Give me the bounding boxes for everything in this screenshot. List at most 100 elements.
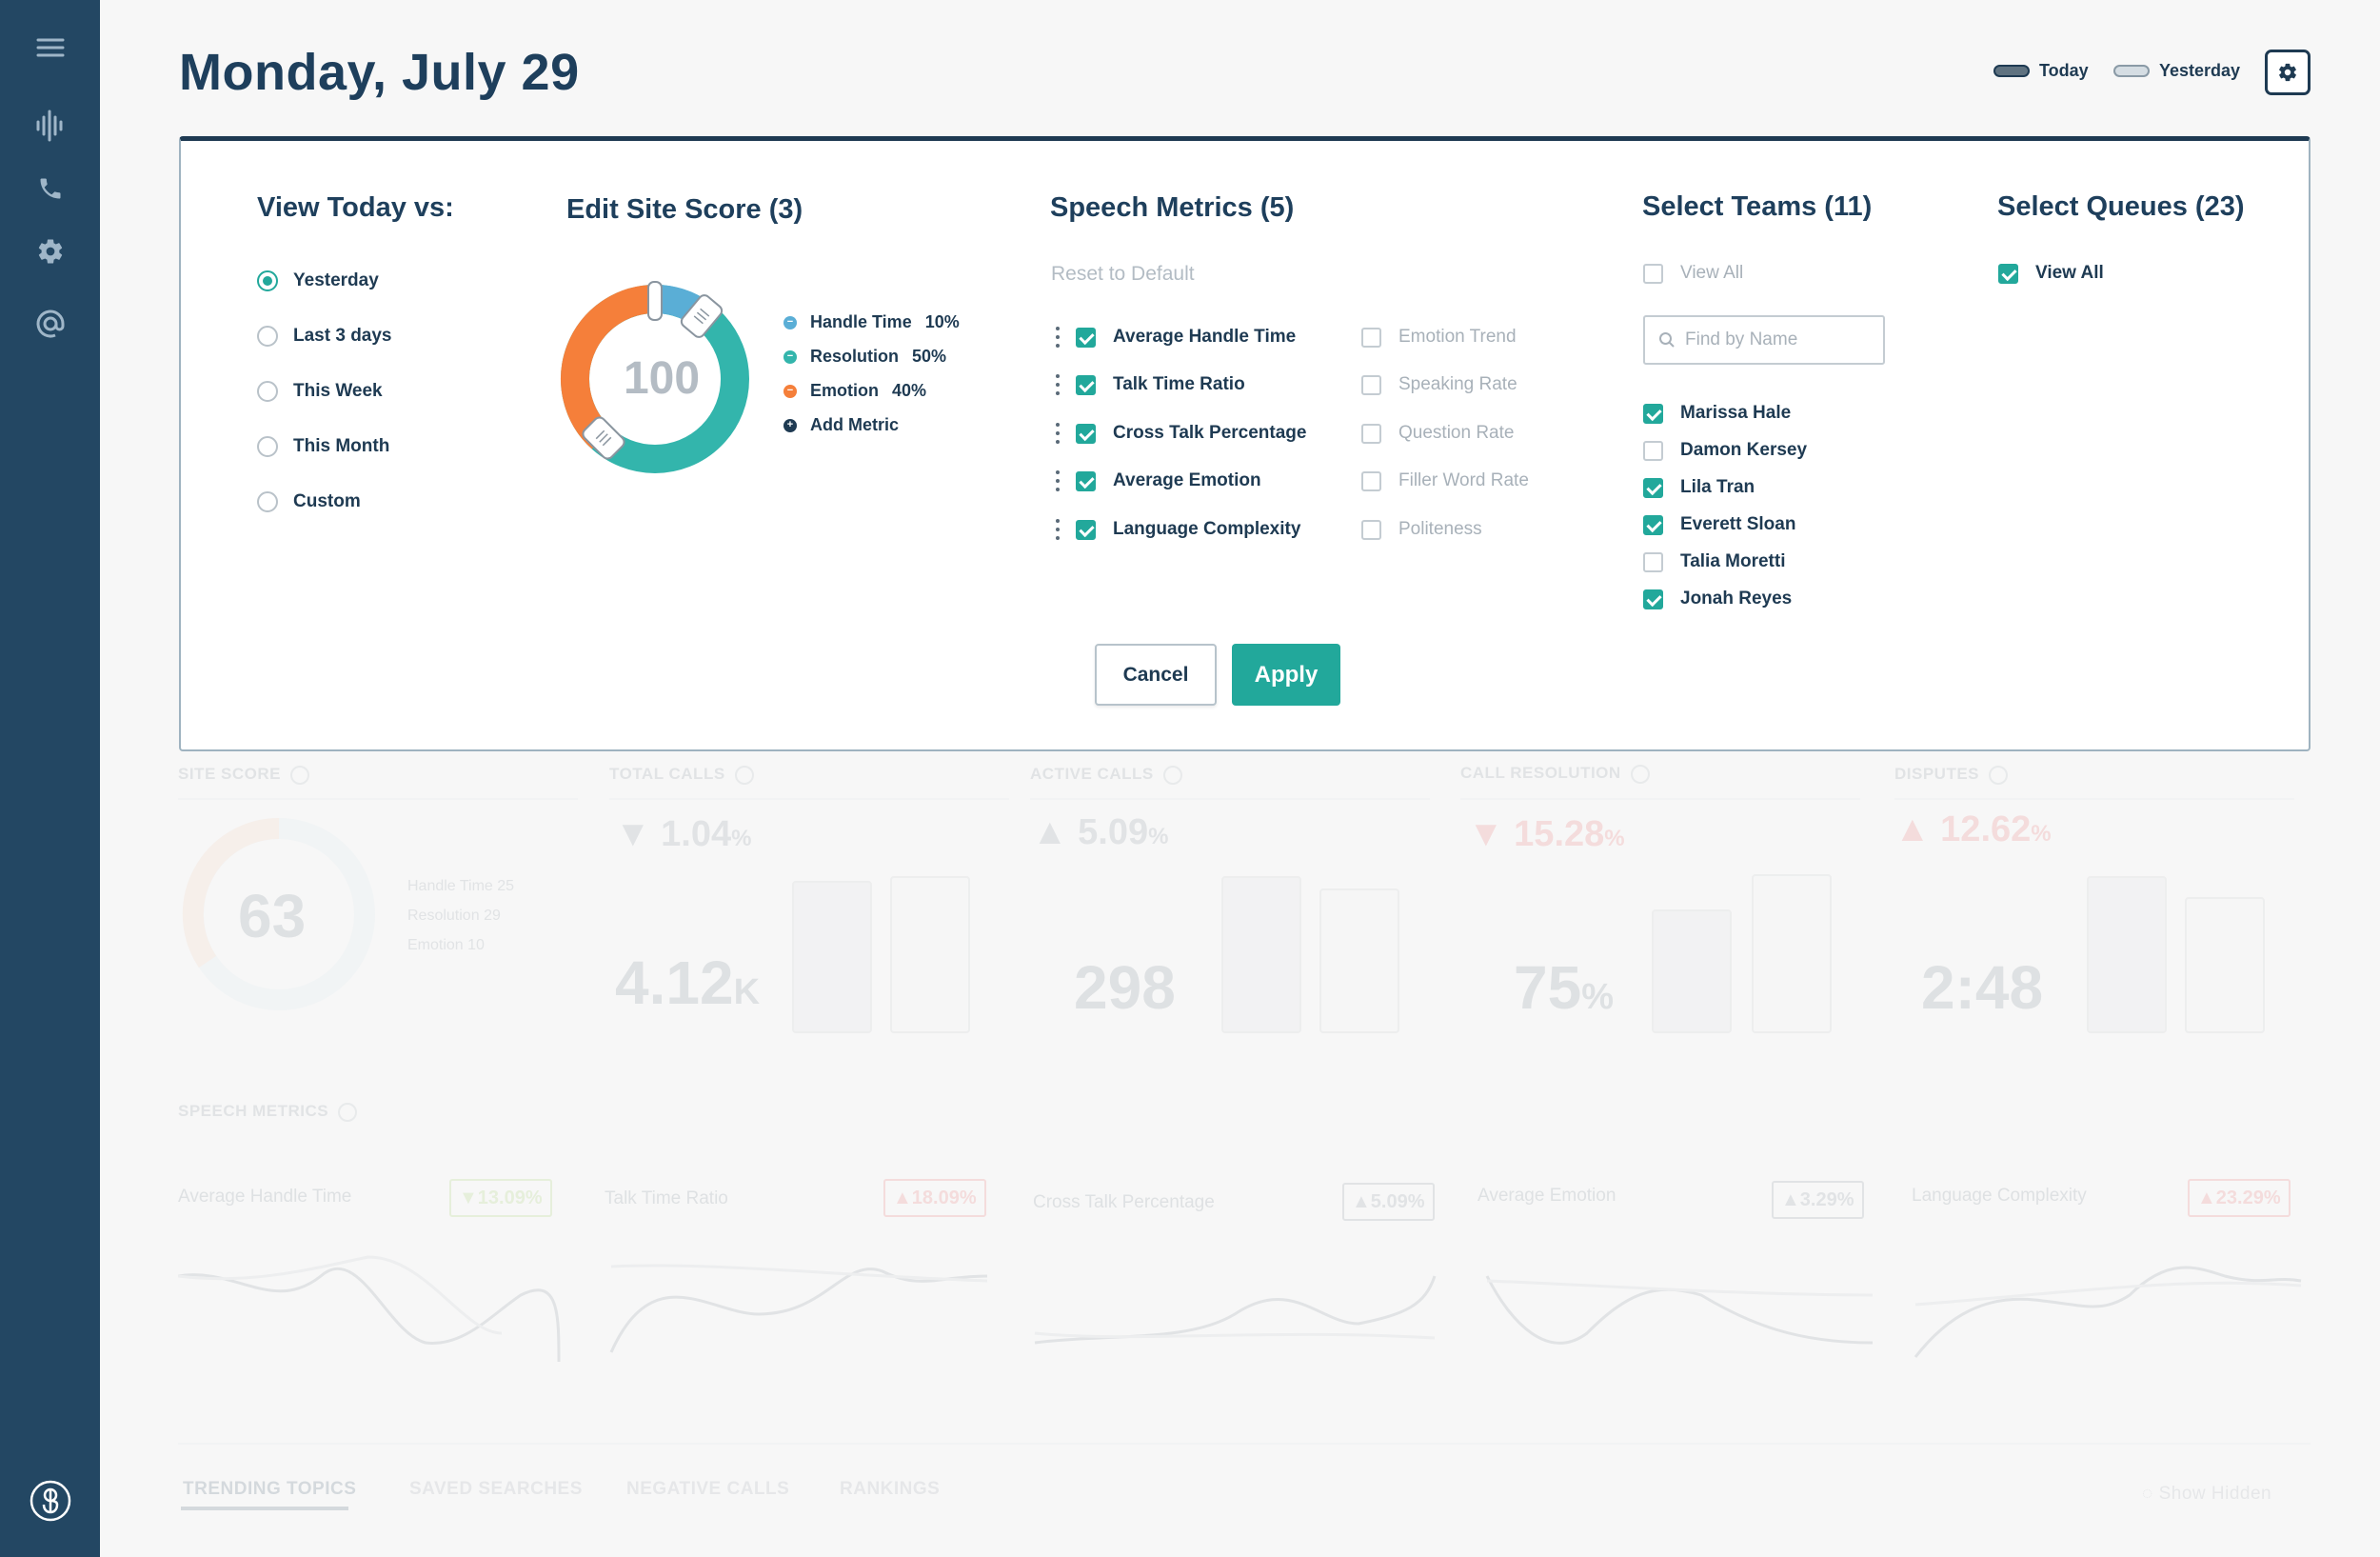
divider [178,1443,2311,1445]
checkbox-checked[interactable] [1998,263,2018,284]
speech-metric-disabled[interactable]: Emotion Trend [1361,327,1517,348]
divider [1894,798,2294,800]
team-checkbox-row[interactable]: Jonah Reyes [1643,589,1792,609]
speech-metric-enabled[interactable]: Average Handle Time [1055,327,1296,348]
speech-metric-disabled[interactable]: Question Rate [1361,423,1514,444]
show-hidden-button[interactable]: ◌ Show Hidden [2142,1484,2272,1504]
metric-value: 298 [1074,953,1176,1022]
speech-metric-enabled[interactable]: Language Complexity [1055,519,1300,540]
tab-rankings[interactable]: RANKINGS [840,1479,941,1499]
change-badge: ▼ 13.09% [449,1179,552,1217]
donut-handle[interactable] [679,293,724,340]
checkbox-unchecked[interactable] [1643,263,1663,284]
teams-view-all[interactable]: View All [1643,263,1743,284]
bar-yesterday [890,876,970,1033]
checkbox-unchecked[interactable] [1361,423,1381,444]
team-checkbox-row[interactable]: Marissa Hale [1643,403,1791,424]
card-label: CALL RESOLUTION [1460,764,1650,784]
metric-emotion[interactable]: − Emotion 40% [783,381,926,401]
checkbox-checked[interactable] [1643,589,1663,609]
speech-sparklines [178,1255,2302,1363]
cancel-button[interactable]: Cancel [1095,644,1217,706]
drag-handle-icon[interactable] [1055,470,1061,491]
gear-icon [2279,63,2296,82]
radio-last-3-days[interactable]: Last 3 days [257,326,392,347]
bar-today [2087,876,2167,1033]
speech-metrics-heading: SPEECH METRICS [178,1102,358,1122]
bar-today [1652,909,1732,1033]
checkbox-checked[interactable] [1076,470,1096,491]
checkbox-unchecked[interactable] [1643,440,1663,461]
checkbox-checked[interactable] [1076,374,1096,395]
tab-negative-calls[interactable]: NEGATIVE CALLS [626,1479,790,1499]
apply-button[interactable]: Apply [1232,644,1340,706]
at-sign-icon[interactable] [0,305,100,343]
radio-icon [257,436,278,457]
radio-yesterday[interactable]: Yesterday [257,270,379,291]
settings-button[interactable] [2265,50,2311,95]
plus-icon: + [783,418,797,432]
remove-metric-icon[interactable]: − [783,315,797,329]
change-value: ▲ 12.62% [1894,809,2052,849]
drag-handle-icon[interactable] [1055,374,1061,395]
donut-handle[interactable] [581,415,626,461]
radio-this-month[interactable]: This Month [257,436,389,457]
speech-metric-disabled[interactable]: Speaking Rate [1361,374,1517,395]
speech-metric-enabled[interactable]: Average Emotion [1055,470,1261,491]
speech-card-label: Average Emotion [1478,1186,1616,1206]
team-checkbox-row[interactable]: Lila Tran [1643,477,1755,498]
bar-yesterday [1752,874,1832,1033]
radio-icon [257,326,278,347]
settings-icon[interactable] [0,232,100,270]
team-checkbox-row[interactable]: Everett Sloan [1643,514,1795,535]
team-search-field[interactable] [1643,315,1885,365]
team-checkbox-row[interactable]: Damon Kersey [1643,440,1807,461]
speech-metric-disabled[interactable]: Filler Word Rate [1361,470,1529,491]
legend-today-swatch [1993,65,2030,77]
checkbox-unchecked[interactable] [1361,327,1381,348]
speech-metric-enabled[interactable]: Talk Time Ratio [1055,374,1245,395]
speech-card-label: Cross Talk Percentage [1033,1192,1215,1212]
checkbox-checked[interactable] [1643,403,1663,424]
metric-handle-time[interactable]: − Handle Time 10% [783,312,960,332]
bar-today [792,881,872,1033]
site-score-donut [561,281,749,473]
checkbox-unchecked[interactable] [1361,519,1381,540]
radio-this-week[interactable]: This Week [257,381,383,402]
metric-resolution[interactable]: − Resolution 50% [783,347,946,367]
team-checkbox-row[interactable]: Talia Moretti [1643,551,1786,572]
menu-icon[interactable] [0,29,100,67]
remove-metric-icon[interactable]: − [783,384,797,398]
donut-handle[interactable] [647,281,663,321]
checkbox-checked[interactable] [1643,477,1663,498]
checkbox-checked[interactable] [1076,327,1096,348]
add-metric-button[interactable]: + Add Metric [783,415,899,435]
drag-handle-icon[interactable] [1055,423,1061,444]
waveform-icon[interactable] [0,107,100,145]
drag-handle-icon[interactable] [1055,327,1061,348]
tab-saved-searches[interactable]: SAVED SEARCHES [409,1479,583,1499]
queues-view-all[interactable]: View All [1998,263,2104,284]
drag-handle-icon[interactable] [1055,519,1061,540]
phone-icon[interactable] [0,170,100,208]
tab-trending-topics[interactable]: TRENDING TOPICS [183,1479,357,1499]
speech-metric-enabled[interactable]: Cross Talk Percentage [1055,423,1306,444]
checkbox-unchecked[interactable] [1361,470,1381,491]
divider [178,798,578,800]
checkbox-checked[interactable] [1076,519,1096,540]
team-search-input[interactable] [1685,329,1866,350]
radio-custom[interactable]: Custom [257,491,361,512]
card-label: DISPUTES [1894,765,2009,785]
metric-value: 4.12K [615,948,761,1017]
checkbox-checked[interactable] [1643,514,1663,535]
select-teams-title: Select Teams (11) [1642,191,1873,222]
checkbox-unchecked[interactable] [1643,551,1663,572]
reset-to-default-link[interactable]: Reset to Default [1051,263,1195,285]
speech-metric-disabled[interactable]: Politeness [1361,519,1482,540]
checkbox-checked[interactable] [1076,423,1096,444]
change-value: ▼ 15.28% [1468,814,1625,854]
brand-logo-icon[interactable] [0,1480,100,1522]
speech-card-label: Language Complexity [1912,1186,2087,1206]
checkbox-unchecked[interactable] [1361,374,1381,395]
remove-metric-icon[interactable]: − [783,349,797,364]
